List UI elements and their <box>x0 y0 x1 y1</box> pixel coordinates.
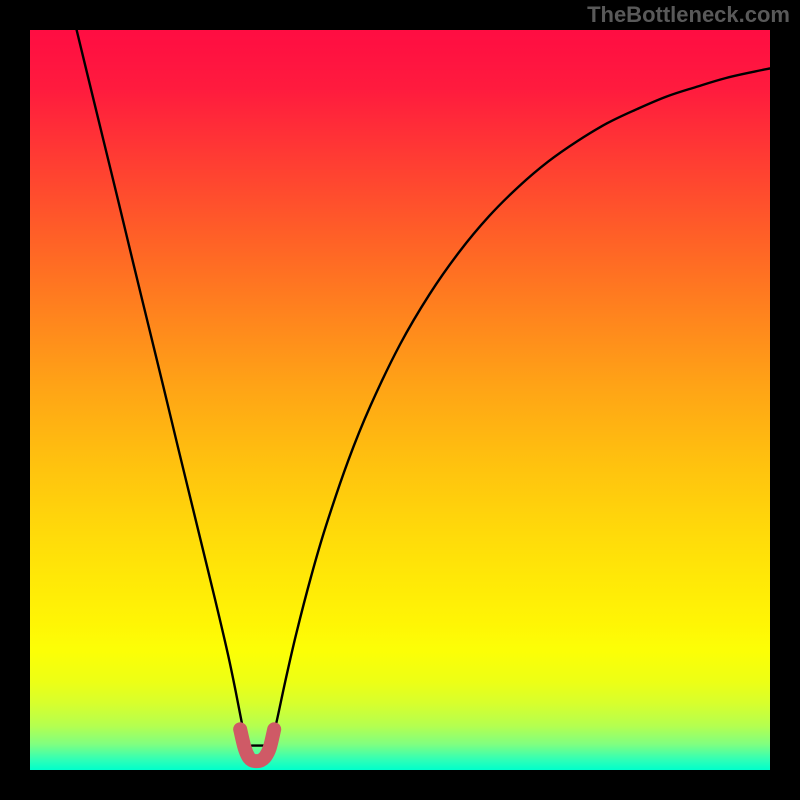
curve-main <box>77 30 770 747</box>
curve-overlay-svg <box>30 30 770 770</box>
watermark-text: TheBottleneck.com <box>587 2 790 28</box>
plot-area <box>30 30 770 770</box>
chart-container: TheBottleneck.com <box>0 0 800 800</box>
